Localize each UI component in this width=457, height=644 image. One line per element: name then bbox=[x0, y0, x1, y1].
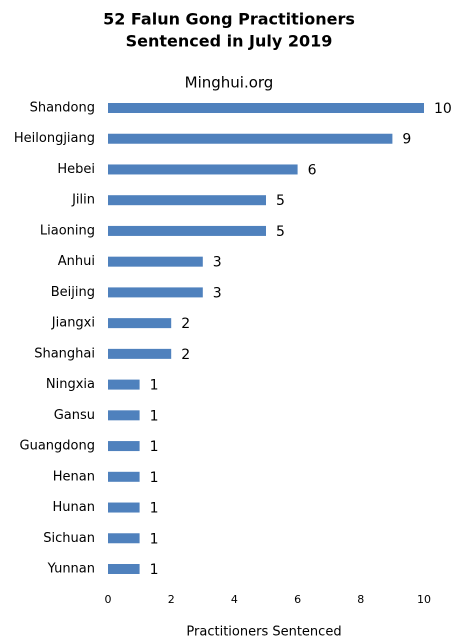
data-label: 1 bbox=[150, 378, 159, 394]
bar bbox=[108, 318, 172, 329]
y-tick-label: Jiangxi bbox=[51, 316, 95, 331]
y-tick-label: Jilin bbox=[71, 193, 95, 208]
x-tick-label: 8 bbox=[357, 593, 364, 606]
data-label: 1 bbox=[150, 439, 159, 455]
y-tick-label: Shanghai bbox=[34, 346, 95, 361]
data-label: 1 bbox=[150, 501, 159, 517]
y-tick-label: Anhui bbox=[58, 254, 95, 269]
x-tick-label: 0 bbox=[105, 593, 112, 606]
bar bbox=[108, 564, 140, 574]
data-label: 6 bbox=[308, 162, 317, 178]
bar bbox=[108, 256, 203, 267]
x-tick-label: 2 bbox=[168, 593, 175, 606]
y-tick-label: Beijing bbox=[51, 285, 95, 300]
bar bbox=[108, 410, 140, 421]
y-tick-label: Sichuan bbox=[43, 531, 95, 546]
y-tick-label: Ningxia bbox=[46, 377, 95, 392]
x-tick-label: 10 bbox=[417, 593, 431, 606]
bar bbox=[108, 533, 140, 544]
y-tick-label: Shandong bbox=[30, 101, 95, 116]
data-label: 1 bbox=[150, 531, 159, 547]
data-label: 3 bbox=[213, 255, 222, 271]
data-label: 1 bbox=[150, 408, 159, 424]
bar bbox=[108, 195, 266, 206]
y-tick-label: Henan bbox=[53, 469, 95, 484]
y-tick-label: Hunan bbox=[53, 500, 95, 515]
data-label: 5 bbox=[276, 193, 285, 209]
bar bbox=[108, 164, 298, 175]
chart-title: Sentenced in July 2019 bbox=[126, 32, 333, 51]
x-tick-label: 6 bbox=[294, 593, 301, 606]
chart-subtitle: Minghui.org bbox=[185, 74, 274, 92]
data-label: 1 bbox=[150, 470, 159, 486]
bar bbox=[108, 441, 140, 452]
y-tick-label: Yunnan bbox=[47, 562, 95, 577]
y-tick-label: Guangdong bbox=[20, 439, 95, 454]
bar bbox=[108, 471, 140, 482]
bar bbox=[108, 133, 393, 144]
data-label: 2 bbox=[181, 347, 190, 363]
bar bbox=[108, 225, 266, 236]
x-axis-label: Practitioners Sentenced bbox=[186, 625, 341, 640]
data-label: 2 bbox=[181, 316, 190, 332]
data-label: 10 bbox=[434, 101, 452, 117]
data-label: 9 bbox=[402, 132, 411, 148]
bar bbox=[108, 502, 140, 513]
y-tick-label: Liaoning bbox=[40, 223, 95, 238]
x-tick-label: 4 bbox=[231, 593, 238, 606]
y-tick-label: Gansu bbox=[54, 408, 95, 423]
data-label: 5 bbox=[276, 224, 285, 240]
bar bbox=[108, 379, 140, 390]
y-tick-label: Heilongjiang bbox=[14, 131, 95, 146]
y-tick-label: Hebei bbox=[57, 162, 95, 177]
data-label: 1 bbox=[150, 562, 159, 578]
chart-title: 52 Falun Gong Practitioners bbox=[103, 10, 355, 29]
bar bbox=[108, 287, 203, 298]
bar bbox=[108, 348, 172, 359]
data-label: 3 bbox=[213, 285, 222, 301]
bar bbox=[108, 103, 424, 113]
